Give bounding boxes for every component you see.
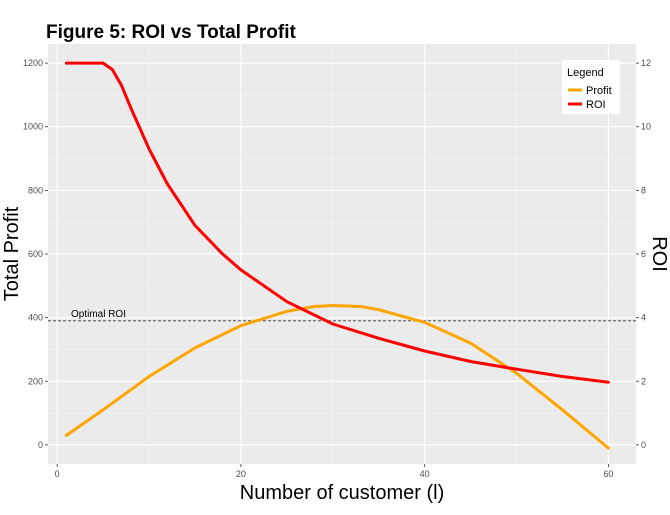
right-axis: 0 2 4 6 8 10 12 [636, 58, 651, 450]
y-axis-title: Total Profit [1, 206, 23, 301]
legend-label-profit: Profit [586, 85, 612, 97]
legend: Legend Profit ROI [562, 60, 620, 114]
legend-title: Legend [567, 67, 604, 79]
y2-axis-title: ROI [648, 236, 670, 272]
x-axis-title: Number of customer (l) [240, 482, 445, 504]
series-layer [64, 61, 610, 450]
minor-gridlines [48, 44, 636, 464]
annotation-layer: Optimal ROI [48, 309, 636, 322]
y-tick-label: 600 [28, 249, 43, 259]
left-axis: 0 200 400 600 800 1000 1200 [23, 58, 48, 450]
y2-tick-label: 0 [641, 440, 646, 450]
bottom-axis: 0 20 40 60 [55, 464, 613, 479]
major-gridlines [48, 44, 636, 464]
y2-tick-label: 10 [641, 122, 651, 132]
y2-tick-label: 8 [641, 185, 646, 195]
x-tick-label: 60 [603, 469, 613, 479]
series-line-roi [64, 61, 610, 384]
y-tick-label: 1000 [23, 122, 43, 132]
y-tick-label: 0 [38, 440, 43, 450]
legend-label-roi: ROI [586, 99, 606, 111]
y-tick-label: 1200 [23, 58, 43, 68]
x-tick-label: 0 [55, 469, 60, 479]
y2-tick-label: 6 [641, 249, 646, 259]
x-tick-label: 20 [236, 469, 246, 479]
chart-title: Figure 5: ROI vs Total Profit [46, 22, 297, 43]
y2-tick-label: 12 [641, 58, 651, 68]
y2-tick-label: 4 [641, 313, 646, 323]
series-line-profit [64, 304, 610, 450]
y-tick-label: 400 [28, 313, 43, 323]
optimal-roi-label: Optimal ROI [71, 309, 126, 320]
y-tick-label: 800 [28, 185, 43, 195]
y-tick-label: 200 [28, 376, 43, 386]
x-tick-label: 40 [420, 469, 430, 479]
y2-tick-label: 2 [641, 376, 646, 386]
